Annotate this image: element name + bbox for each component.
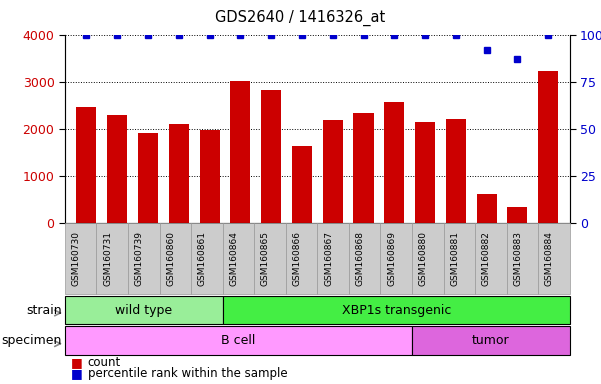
Bar: [230, 81, 251, 223]
Text: ■: ■: [71, 367, 83, 380]
Text: GSM160869: GSM160869: [387, 231, 396, 286]
Bar: [323, 120, 343, 223]
Text: GSM160730: GSM160730: [72, 231, 81, 286]
Bar: [76, 108, 96, 223]
Bar: [353, 113, 373, 223]
Text: GSM160883: GSM160883: [513, 231, 522, 286]
Text: GSM160884: GSM160884: [545, 231, 554, 286]
Text: ■: ■: [71, 356, 83, 369]
Text: GSM160881: GSM160881: [450, 231, 459, 286]
Text: strain: strain: [26, 304, 62, 316]
Text: percentile rank within the sample: percentile rank within the sample: [88, 367, 287, 380]
Bar: [412, 326, 570, 355]
Text: GDS2640 / 1416326_at: GDS2640 / 1416326_at: [215, 10, 386, 26]
Bar: [65, 296, 222, 324]
Text: tumor: tumor: [472, 334, 510, 347]
Text: GSM160868: GSM160868: [356, 231, 365, 286]
Bar: [446, 119, 466, 223]
Bar: [222, 296, 570, 324]
Bar: [261, 90, 281, 223]
Bar: [292, 146, 312, 223]
Bar: [169, 124, 189, 223]
Text: wild type: wild type: [115, 304, 172, 316]
Bar: [65, 326, 412, 355]
Text: GSM160864: GSM160864: [230, 231, 239, 286]
Text: GSM160731: GSM160731: [103, 231, 112, 286]
Bar: [107, 116, 127, 223]
Text: count: count: [88, 356, 121, 369]
Text: GSM160860: GSM160860: [166, 231, 175, 286]
Text: XBP1s transgenic: XBP1s transgenic: [341, 304, 451, 316]
Text: B cell: B cell: [221, 334, 255, 347]
Bar: [507, 207, 528, 223]
Bar: [415, 122, 435, 223]
Text: GSM160880: GSM160880: [419, 231, 428, 286]
Text: GSM160882: GSM160882: [482, 231, 491, 286]
Text: GSM160866: GSM160866: [293, 231, 302, 286]
Bar: [138, 133, 158, 223]
Text: GSM160867: GSM160867: [324, 231, 333, 286]
Text: GSM160739: GSM160739: [135, 231, 144, 286]
Bar: [384, 102, 404, 223]
Text: GSM160861: GSM160861: [198, 231, 207, 286]
Bar: [538, 71, 558, 223]
Bar: [477, 194, 496, 223]
Text: GSM160865: GSM160865: [261, 231, 270, 286]
Bar: [200, 129, 219, 223]
Text: specimen: specimen: [2, 334, 62, 347]
